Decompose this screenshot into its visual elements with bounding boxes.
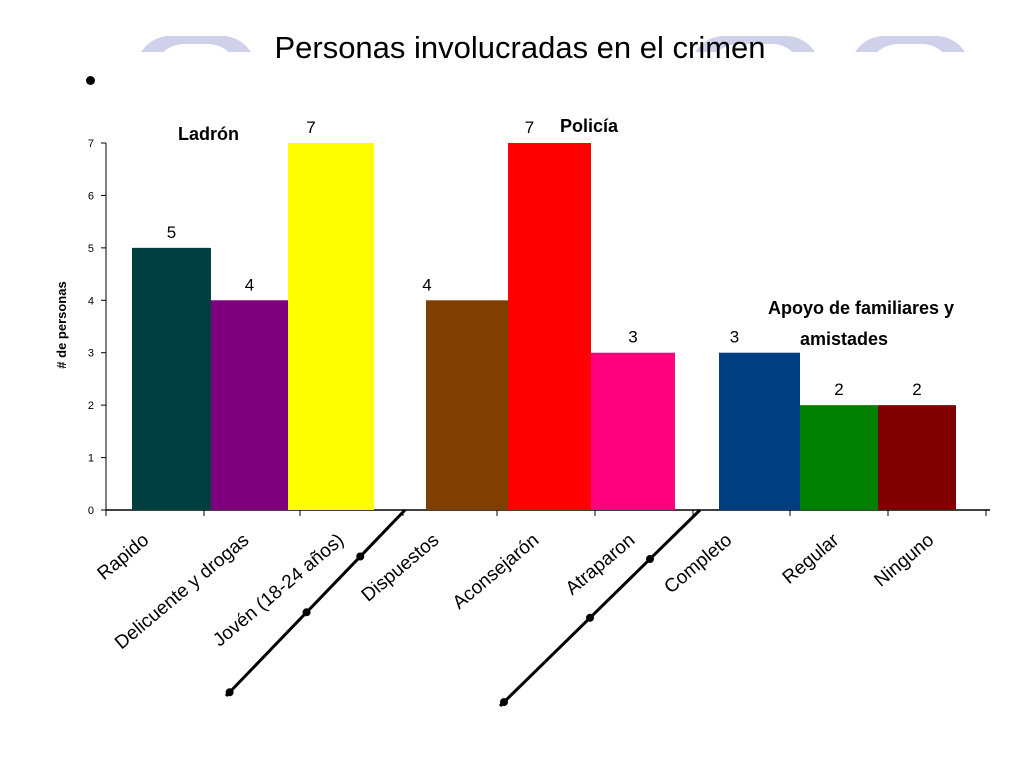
y-tick-label: 3 (88, 348, 94, 360)
x-tick-label: Ninguno (870, 530, 938, 592)
x-tick-label: Regular (779, 529, 844, 588)
x-tick-label: Rapido (94, 530, 154, 585)
slide-title: Personas involucradas en el crimen (274, 30, 766, 65)
data-label: 2 (834, 380, 843, 399)
group-label: Apoyo de familiares y (768, 298, 954, 318)
data-label: 3 (730, 328, 739, 347)
group-label: Ladrón (178, 124, 239, 144)
x-tick-label: Dispuestos (358, 530, 444, 607)
y-tick-label: 0 (88, 505, 94, 517)
separator-scribble (586, 613, 594, 622)
data-label: 2 (912, 380, 921, 399)
bar-7 (719, 352, 800, 510)
y-tick-label: 6 (88, 190, 94, 202)
bar-5 (508, 143, 591, 510)
x-tick-label: Atraparon (562, 530, 639, 600)
group-label: amistades (800, 329, 888, 349)
y-tick-label: 1 (88, 453, 94, 465)
separator-scribble (225, 688, 234, 697)
data-label: 4 (245, 275, 254, 294)
group-label: Policía (560, 116, 619, 136)
y-tick-label: 7 (88, 138, 94, 150)
group-separator-line (224, 508, 407, 698)
x-tick-label: Completo (660, 530, 736, 598)
data-label: 7 (306, 118, 315, 137)
data-label: 7 (525, 118, 534, 137)
data-label: 4 (422, 275, 431, 294)
bar-1 (132, 247, 211, 510)
separator-scribble (356, 552, 365, 561)
y-tick-label: 2 (88, 400, 94, 412)
bar-3 (288, 143, 374, 510)
y-tick-label: 5 (88, 243, 94, 255)
data-label: 5 (167, 223, 176, 242)
x-tick-label: Aconsejarón (449, 530, 543, 614)
separator-scribble (500, 698, 508, 707)
data-label: 3 (628, 328, 637, 347)
bar-4 (426, 300, 508, 510)
bullet-point (86, 76, 95, 85)
separator-scribble (646, 555, 654, 563)
bar-9 (878, 405, 956, 510)
group-separator-line (498, 508, 702, 708)
bar-8 (800, 405, 878, 510)
separator-scribble (302, 608, 311, 617)
y-axis-label: # de personas (54, 281, 69, 368)
bar-6 (591, 352, 675, 510)
bar-2 (211, 300, 288, 510)
y-tick-label: 4 (88, 295, 94, 307)
